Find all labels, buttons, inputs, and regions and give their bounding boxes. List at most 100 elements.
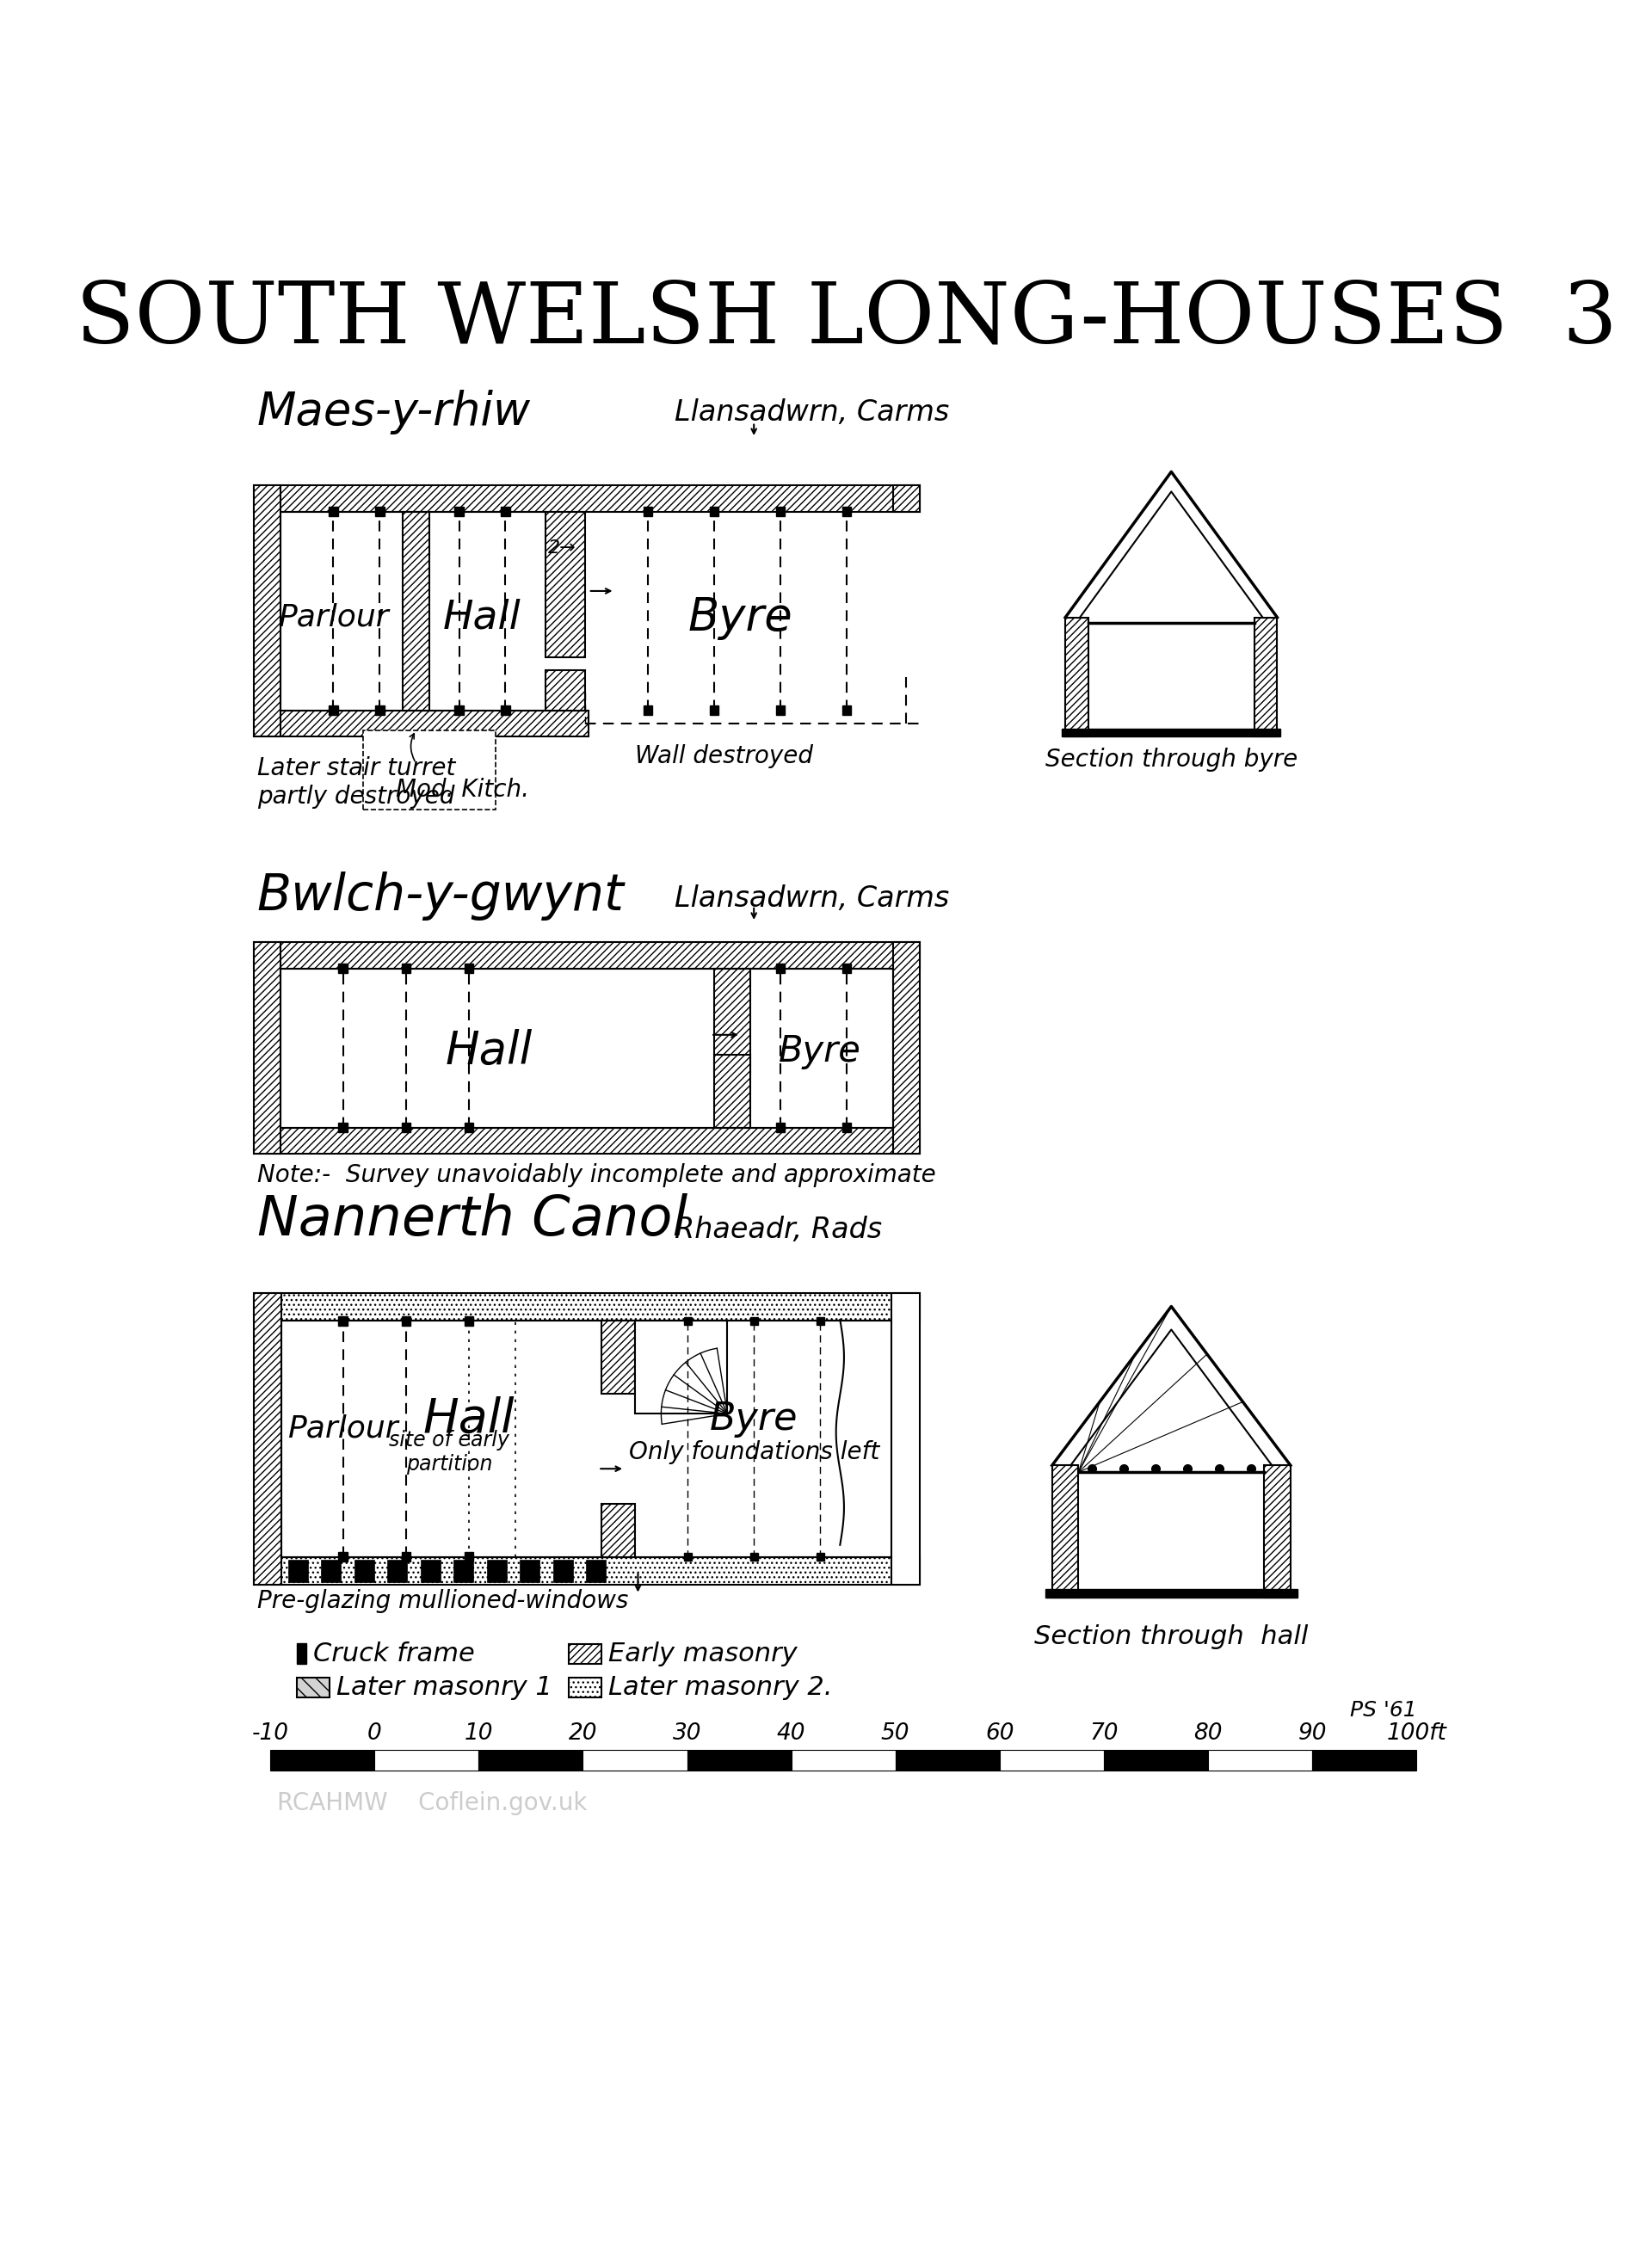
Bar bbox=[843, 1123, 851, 1132]
Bar bbox=[568, 1677, 601, 1697]
Bar bbox=[1066, 617, 1089, 738]
Bar bbox=[709, 706, 719, 715]
Bar bbox=[363, 731, 496, 809]
Bar bbox=[329, 706, 337, 715]
Bar bbox=[421, 1560, 441, 1583]
Text: Mod. Kitch.: Mod. Kitch. bbox=[396, 778, 530, 803]
Bar bbox=[297, 1643, 306, 1664]
Bar bbox=[816, 1316, 824, 1325]
Bar bbox=[553, 1560, 573, 1583]
Text: 50: 50 bbox=[881, 1722, 910, 1744]
Bar bbox=[1062, 729, 1280, 738]
Bar bbox=[1208, 1751, 1312, 1771]
Text: Hall: Hall bbox=[443, 599, 522, 637]
Text: 20: 20 bbox=[568, 1722, 598, 1744]
Text: Byre: Byre bbox=[689, 594, 793, 639]
Bar bbox=[254, 1294, 281, 1585]
Bar bbox=[776, 507, 785, 516]
Bar bbox=[545, 511, 585, 657]
Bar bbox=[894, 942, 920, 1155]
Bar bbox=[1104, 1751, 1208, 1771]
Text: Wall destroyed: Wall destroyed bbox=[634, 744, 813, 769]
Bar bbox=[776, 1123, 785, 1132]
Text: Byre: Byre bbox=[710, 1401, 798, 1437]
Bar bbox=[401, 1551, 411, 1560]
Bar bbox=[287, 1560, 307, 1583]
Text: Hall: Hall bbox=[446, 1029, 532, 1074]
Bar bbox=[401, 1123, 411, 1132]
Bar bbox=[687, 1751, 791, 1771]
Bar bbox=[355, 1560, 375, 1583]
Bar bbox=[750, 1554, 758, 1560]
Bar bbox=[464, 1551, 474, 1560]
Bar bbox=[999, 1751, 1104, 1771]
Bar bbox=[339, 1316, 349, 1325]
Bar bbox=[339, 1551, 349, 1560]
Bar bbox=[583, 1751, 687, 1771]
Bar bbox=[892, 1294, 920, 1585]
Text: 0: 0 bbox=[367, 1722, 382, 1744]
Bar bbox=[339, 1123, 349, 1132]
Bar bbox=[329, 507, 337, 516]
Text: 40: 40 bbox=[776, 1722, 806, 1744]
Text: 30: 30 bbox=[672, 1722, 702, 1744]
Text: Note:-  Survey unavoidably incomplete and approximate: Note:- Survey unavoidably incomplete and… bbox=[258, 1164, 935, 1188]
Bar bbox=[545, 670, 585, 711]
Bar bbox=[1254, 617, 1277, 738]
Bar bbox=[401, 964, 411, 973]
Bar bbox=[254, 711, 588, 738]
Bar bbox=[643, 507, 653, 516]
Bar bbox=[464, 1316, 474, 1325]
Bar bbox=[339, 964, 349, 973]
Bar bbox=[776, 706, 785, 715]
Bar bbox=[254, 1294, 920, 1321]
Bar bbox=[271, 1751, 375, 1771]
Bar bbox=[586, 1560, 606, 1583]
Text: Later stair turret
partly destroyed: Later stair turret partly destroyed bbox=[258, 756, 456, 809]
Text: Only foundations left: Only foundations left bbox=[629, 1439, 879, 1464]
Text: 10: 10 bbox=[464, 1722, 492, 1744]
Text: 90: 90 bbox=[1298, 1722, 1327, 1744]
Bar bbox=[454, 1560, 474, 1583]
Text: site of early
partition: site of early partition bbox=[388, 1430, 509, 1475]
Bar bbox=[1052, 1466, 1079, 1599]
Bar bbox=[714, 969, 750, 1074]
Text: Parlour: Parlour bbox=[278, 603, 388, 632]
Bar bbox=[401, 1316, 411, 1325]
Bar bbox=[684, 1554, 692, 1560]
Bar bbox=[601, 1504, 634, 1556]
Bar bbox=[464, 964, 474, 973]
Text: 100ft: 100ft bbox=[1386, 1722, 1447, 1744]
Text: Parlour: Parlour bbox=[287, 1415, 398, 1444]
Bar bbox=[568, 1643, 601, 1664]
Text: Bwlch-y-gwynt: Bwlch-y-gwynt bbox=[258, 872, 624, 919]
Text: 80: 80 bbox=[1194, 1722, 1222, 1744]
Bar bbox=[843, 507, 851, 516]
Bar bbox=[1264, 1466, 1290, 1599]
Bar bbox=[520, 1560, 540, 1583]
Text: 70: 70 bbox=[1089, 1722, 1118, 1744]
Bar bbox=[254, 484, 281, 738]
Bar bbox=[895, 1751, 999, 1771]
Bar bbox=[776, 964, 785, 973]
Text: 2→: 2→ bbox=[548, 540, 577, 556]
Bar bbox=[791, 1751, 895, 1771]
Text: Hall: Hall bbox=[423, 1397, 515, 1442]
Text: RCAHMW    Coflein.gov.uk: RCAHMW Coflein.gov.uk bbox=[278, 1791, 586, 1816]
Text: SOUTH WELSH LONG-HOUSES  3: SOUTH WELSH LONG-HOUSES 3 bbox=[76, 278, 1617, 361]
Bar bbox=[714, 1054, 750, 1128]
Bar bbox=[464, 1123, 474, 1132]
Bar bbox=[320, 1560, 342, 1583]
Bar bbox=[487, 1560, 507, 1583]
Bar bbox=[479, 1751, 583, 1771]
Text: -10: -10 bbox=[251, 1722, 289, 1744]
Text: Later masonry 2.: Later masonry 2. bbox=[608, 1675, 833, 1699]
Text: Llansadwrn, Carms: Llansadwrn, Carms bbox=[674, 397, 950, 426]
Bar bbox=[454, 507, 464, 516]
Bar bbox=[1312, 1751, 1416, 1771]
Bar bbox=[375, 706, 385, 715]
Text: Rhaeadr, Rads: Rhaeadr, Rads bbox=[674, 1215, 882, 1244]
Bar bbox=[254, 484, 920, 511]
Bar bbox=[254, 942, 281, 1155]
Text: Byre: Byre bbox=[778, 1034, 861, 1069]
